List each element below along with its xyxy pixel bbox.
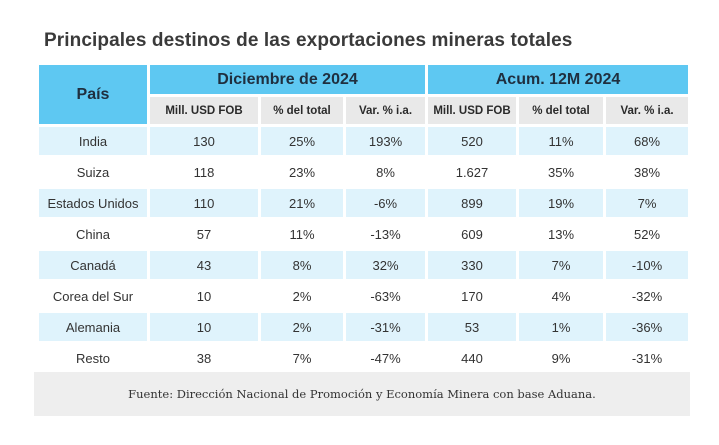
value-cell: 9% <box>519 344 603 372</box>
table-row: Resto 38 7% -47% 440 9% -31% <box>39 344 689 372</box>
value-cell: 899 <box>428 189 516 217</box>
value-cell: 130 <box>150 127 258 155</box>
table-row: India 130 25% 193% 520 11% 68% <box>39 127 689 155</box>
country-cell: Resto <box>39 344 147 372</box>
value-cell: 193% <box>346 127 425 155</box>
value-cell: 7% <box>261 344 343 372</box>
value-cell: 10 <box>150 313 258 341</box>
value-cell: -31% <box>346 313 425 341</box>
country-cell: Alemania <box>39 313 147 341</box>
table-row: Canadá 43 8% 32% 330 7% -10% <box>39 251 689 279</box>
value-cell: 8% <box>261 251 343 279</box>
value-cell: 38% <box>606 158 689 186</box>
value-cell: 43 <box>150 251 258 279</box>
value-cell: 1% <box>519 313 603 341</box>
table-title: Principales destinos de las exportacione… <box>44 30 573 51</box>
value-cell: -31% <box>606 344 689 372</box>
value-cell: 68% <box>606 127 689 155</box>
value-cell: 2% <box>261 282 343 310</box>
header-col-var-12m: Var. % i.a. <box>606 97 689 124</box>
value-cell: 440 <box>428 344 516 372</box>
value-cell: 53 <box>428 313 516 341</box>
value-cell: 330 <box>428 251 516 279</box>
value-cell: 25% <box>261 127 343 155</box>
value-cell: 1.627 <box>428 158 516 186</box>
header-country: País <box>39 65 147 124</box>
country-cell: Suiza <box>39 158 147 186</box>
value-cell: -47% <box>346 344 425 372</box>
header-col-usd-dec: Mill. USD FOB <box>150 97 258 124</box>
value-cell: 10 <box>150 282 258 310</box>
value-cell: 7% <box>519 251 603 279</box>
value-cell: 520 <box>428 127 516 155</box>
source-note: Fuente: Dirección Nacional de Promoción … <box>34 372 690 416</box>
value-cell: 170 <box>428 282 516 310</box>
value-cell: 11% <box>261 220 343 248</box>
value-cell: 32% <box>346 251 425 279</box>
table-row: Estados Unidos 110 21% -6% 899 19% 7% <box>39 189 689 217</box>
value-cell: -36% <box>606 313 689 341</box>
country-cell: Corea del Sur <box>39 282 147 310</box>
table-row: China 57 11% -13% 609 13% 52% <box>39 220 689 248</box>
value-cell: 4% <box>519 282 603 310</box>
header-group-december: Diciembre de 2024 <box>150 65 425 94</box>
value-cell: 38 <box>150 344 258 372</box>
table-row: Corea del Sur 10 2% -63% 170 4% -32% <box>39 282 689 310</box>
value-cell: 13% <box>519 220 603 248</box>
value-cell: 35% <box>519 158 603 186</box>
header-group-cumulative: Acum. 12M 2024 <box>428 65 689 94</box>
value-cell: -63% <box>346 282 425 310</box>
country-cell: Estados Unidos <box>39 189 147 217</box>
header-col-var-dec: Var. % i.a. <box>346 97 425 124</box>
header-col-share-dec: % del total <box>261 97 343 124</box>
exports-table: País Diciembre de 2024 Acum. 12M 2024 Mi… <box>36 62 691 375</box>
value-cell: 118 <box>150 158 258 186</box>
value-cell: 21% <box>261 189 343 217</box>
value-cell: 11% <box>519 127 603 155</box>
country-cell: India <box>39 127 147 155</box>
value-cell: -32% <box>606 282 689 310</box>
table-body: India 130 25% 193% 520 11% 68% Suiza 118 23% 8% 1.6… <box>39 127 689 372</box>
value-cell: 23% <box>261 158 343 186</box>
value-cell: 19% <box>519 189 603 217</box>
value-cell: -6% <box>346 189 425 217</box>
value-cell: 57 <box>150 220 258 248</box>
value-cell: 609 <box>428 220 516 248</box>
header-col-share-12m: % del total <box>519 97 603 124</box>
value-cell: -10% <box>606 251 689 279</box>
value-cell: 52% <box>606 220 689 248</box>
value-cell: 8% <box>346 158 425 186</box>
table-row: Suiza 118 23% 8% 1.627 35% 38% <box>39 158 689 186</box>
value-cell: 110 <box>150 189 258 217</box>
country-cell: Canadá <box>39 251 147 279</box>
value-cell: 7% <box>606 189 689 217</box>
value-cell: 2% <box>261 313 343 341</box>
header-col-usd-12m: Mill. USD FOB <box>428 97 516 124</box>
table-row: Alemania 10 2% -31% 53 1% -36% <box>39 313 689 341</box>
value-cell: -13% <box>346 220 425 248</box>
country-cell: China <box>39 220 147 248</box>
